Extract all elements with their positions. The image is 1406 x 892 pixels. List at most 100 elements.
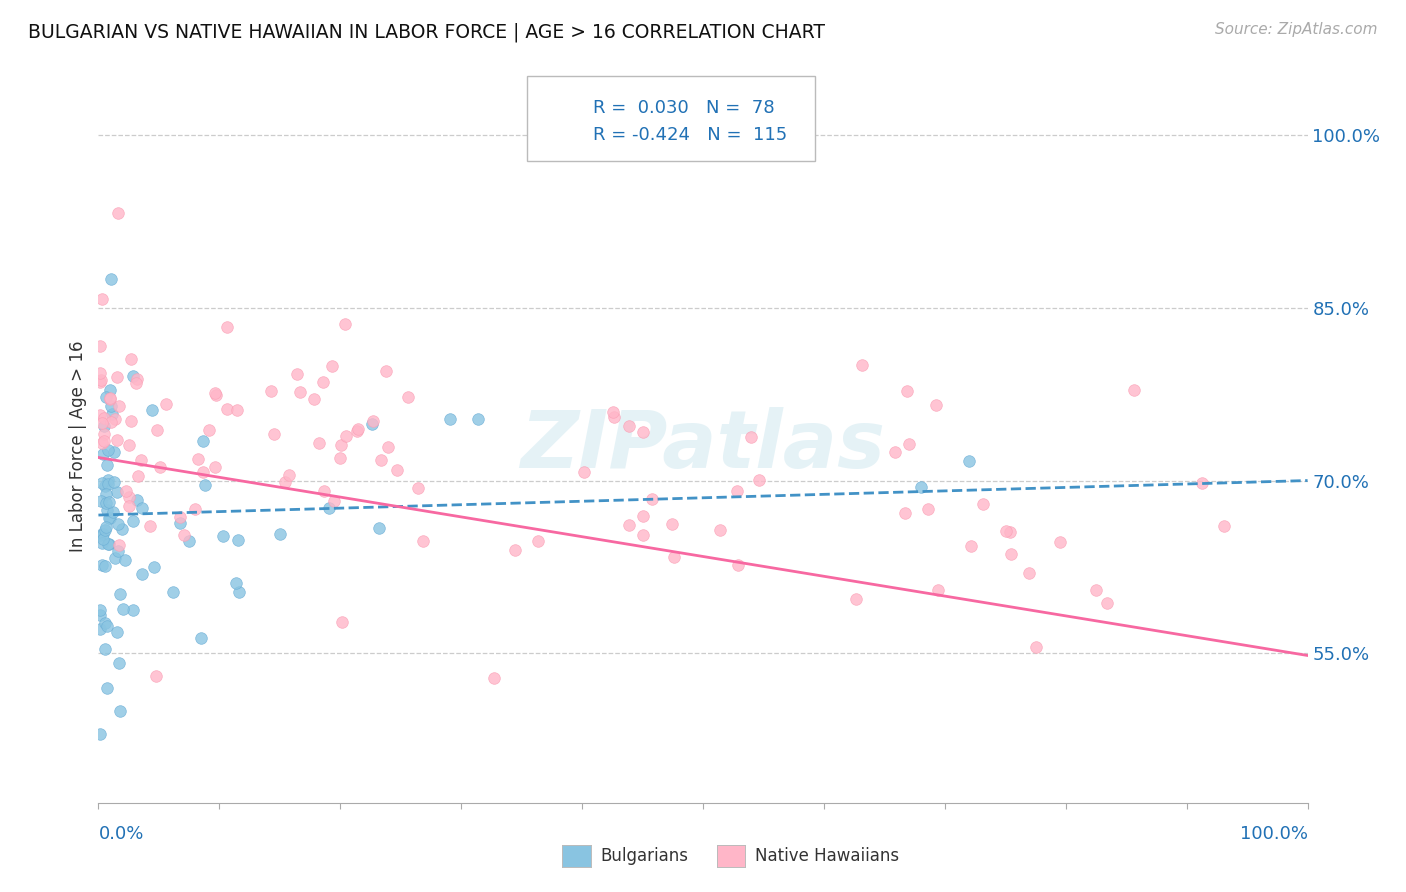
Point xyxy=(467,411,489,425)
Text: R = -0.424   N =  115: R = -0.424 N = 115 xyxy=(593,126,787,144)
Point xyxy=(377,440,399,454)
Point xyxy=(90,558,112,573)
Point xyxy=(278,467,301,482)
Point xyxy=(131,453,153,467)
Text: Source: ZipAtlas.com: Source: ZipAtlas.com xyxy=(1215,22,1378,37)
Point xyxy=(725,483,748,498)
Point xyxy=(96,496,118,510)
Point xyxy=(396,390,419,404)
Point xyxy=(194,478,217,492)
Point xyxy=(139,519,162,533)
Point xyxy=(101,505,124,519)
Point xyxy=(96,390,118,404)
Point xyxy=(98,392,121,407)
Point xyxy=(193,465,215,479)
Point xyxy=(111,601,134,615)
Text: ZIPatlas: ZIPatlas xyxy=(520,407,886,485)
Point xyxy=(412,534,434,549)
Point xyxy=(228,585,250,599)
Point xyxy=(111,522,134,536)
Point xyxy=(215,319,238,334)
Point xyxy=(104,411,127,425)
Point xyxy=(1123,383,1146,397)
Point xyxy=(1095,595,1118,609)
Point xyxy=(897,437,920,451)
Point xyxy=(131,567,153,582)
Point xyxy=(127,493,149,508)
Point xyxy=(107,656,129,670)
Point xyxy=(927,583,949,598)
Point xyxy=(146,423,169,437)
Point xyxy=(105,369,128,384)
Point xyxy=(107,538,129,552)
Point xyxy=(89,528,111,542)
Point xyxy=(288,385,311,400)
Text: BULGARIAN VS NATIVE HAWAIIAN IN LABOR FORCE | AGE > 16 CORRELATION CHART: BULGARIAN VS NATIVE HAWAIIAN IN LABOR FO… xyxy=(28,22,825,42)
Point xyxy=(103,475,125,489)
Point xyxy=(1000,547,1022,561)
Text: Native Hawaiians: Native Hawaiians xyxy=(755,847,900,865)
Point xyxy=(90,476,112,491)
Point xyxy=(318,501,340,516)
Point xyxy=(89,623,111,637)
Point xyxy=(118,500,141,514)
Point xyxy=(308,435,330,450)
Point xyxy=(204,459,226,474)
Text: 100.0%: 100.0% xyxy=(1240,825,1308,843)
Point xyxy=(105,625,128,640)
Point xyxy=(103,444,125,458)
Point xyxy=(995,524,1018,538)
Point xyxy=(169,516,191,531)
Point xyxy=(617,518,640,533)
Point xyxy=(269,526,291,541)
Point xyxy=(323,493,346,508)
Point xyxy=(361,417,384,431)
Point xyxy=(602,405,624,419)
Point xyxy=(346,421,368,435)
Point xyxy=(748,473,770,487)
Point xyxy=(91,447,114,461)
Point xyxy=(97,473,120,487)
Point xyxy=(122,603,145,617)
Point xyxy=(329,451,352,466)
Point xyxy=(727,558,749,572)
Point xyxy=(896,384,918,399)
Point xyxy=(96,503,118,517)
Point xyxy=(169,509,191,524)
Point xyxy=(93,526,115,541)
Point xyxy=(118,490,141,504)
Point xyxy=(110,704,132,718)
Point xyxy=(263,427,285,442)
Point xyxy=(89,603,111,617)
Point xyxy=(93,434,115,448)
Point xyxy=(93,418,115,433)
Point xyxy=(374,364,396,378)
Point xyxy=(89,727,111,741)
Point xyxy=(96,619,118,633)
Point xyxy=(118,438,141,452)
Point xyxy=(104,550,127,565)
Point xyxy=(142,560,165,574)
Point xyxy=(89,366,111,380)
Point xyxy=(205,388,228,402)
Point xyxy=(385,463,408,477)
Point xyxy=(96,681,118,695)
Point xyxy=(98,511,121,525)
Point xyxy=(884,445,907,459)
Point xyxy=(93,523,115,537)
Text: 0.0%: 0.0% xyxy=(98,825,143,843)
Point xyxy=(98,383,121,397)
Point xyxy=(148,460,170,475)
Point xyxy=(100,272,122,286)
Point xyxy=(131,500,153,515)
Text: Bulgarians: Bulgarians xyxy=(600,847,689,865)
Point xyxy=(631,527,654,541)
Point xyxy=(107,544,129,558)
Point xyxy=(333,318,356,332)
Point xyxy=(107,205,129,219)
Point xyxy=(197,423,219,437)
Point xyxy=(1191,475,1213,490)
Point xyxy=(662,550,685,565)
Point xyxy=(90,373,112,387)
Point xyxy=(1018,566,1040,581)
